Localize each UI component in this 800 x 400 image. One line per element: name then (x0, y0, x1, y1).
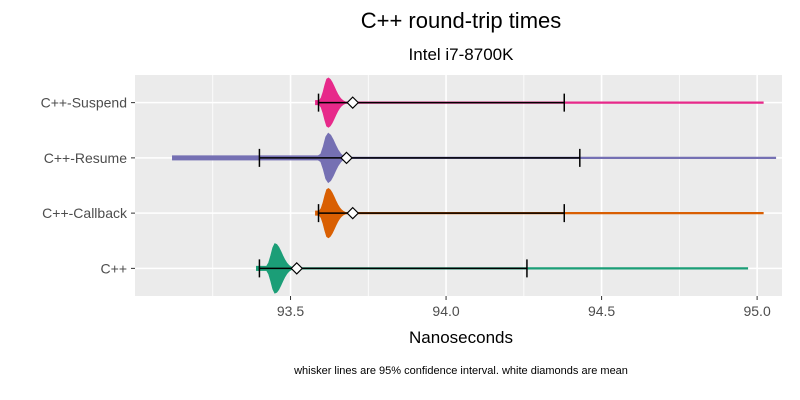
chart-title: C++ round-trip times (361, 8, 562, 33)
y-axis: C++ C++-Callback C++-Resume C++-Suspend (41, 95, 135, 276)
mean-diamond (346, 96, 360, 109)
x-axis-title: Nanoseconds (409, 328, 513, 347)
y-tick-label: C++-Resume (44, 150, 127, 166)
chart-caption: whisker lines are 95% confidence interva… (293, 365, 628, 377)
chart-subtitle: Intel i7-8700K (409, 45, 515, 64)
mean-diamond (290, 262, 304, 275)
y-tick-label: C++-Suspend (41, 95, 127, 111)
mean-diamond (340, 151, 353, 165)
y-tick-label: C++ (101, 260, 127, 276)
x-tick-label: 94.0 (432, 303, 459, 319)
mean-diamond (346, 206, 360, 220)
x-tick-label: 94.5 (588, 303, 615, 319)
x-axis: 93.5 94.0 94.5 95.0 (277, 296, 771, 319)
y-tick-label: C++-Callback (42, 205, 128, 221)
x-tick-label: 93.5 (277, 303, 304, 319)
x-tick-label: 95.0 (743, 303, 770, 319)
violins (172, 77, 777, 294)
plot-panel (135, 75, 782, 296)
